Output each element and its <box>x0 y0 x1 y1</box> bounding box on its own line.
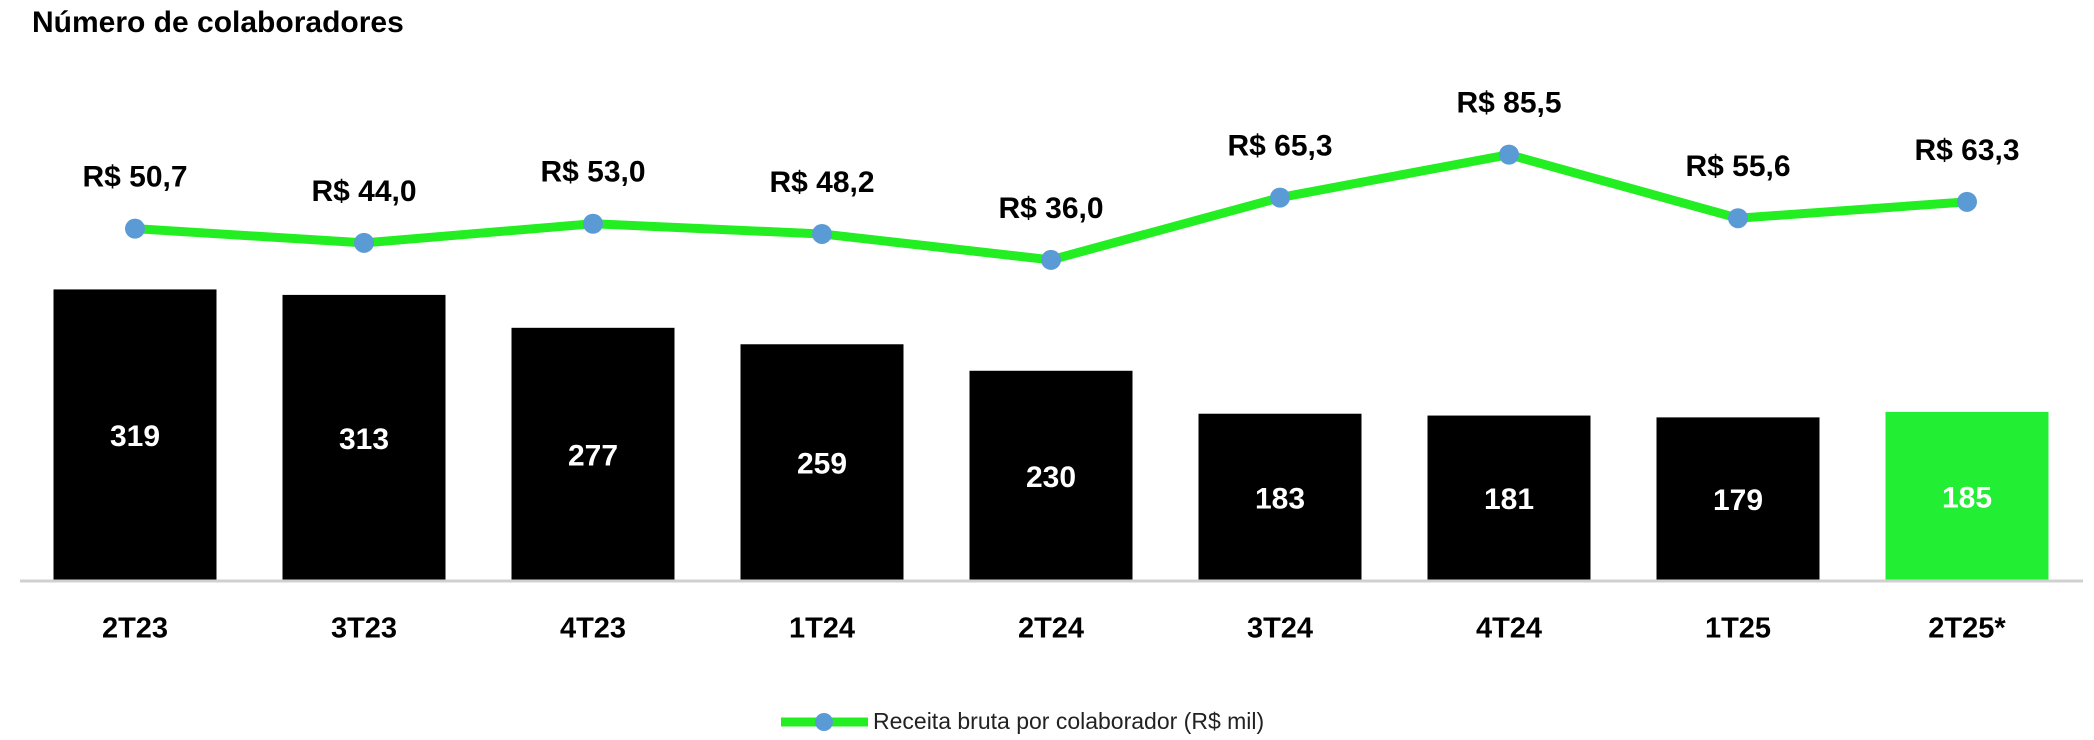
line-marker <box>125 218 145 239</box>
bar-label: 319 <box>110 420 160 453</box>
legend-label: Receita bruta por colaborador (R$ mil) <box>873 708 1264 734</box>
line-label: R$ 48,2 <box>769 166 874 199</box>
x-tick-label: 2T25* <box>1928 613 2006 645</box>
line-label: R$ 85,5 <box>1456 87 1561 120</box>
x-tick-label: 1T25 <box>1705 613 1771 645</box>
line-label: R$ 55,6 <box>1685 150 1790 183</box>
line-label: R$ 44,0 <box>311 175 416 208</box>
line-marker <box>583 213 603 234</box>
x-tick-label: 4T23 <box>560 613 626 645</box>
bar <box>53 289 217 581</box>
bar-label: 313 <box>339 423 389 456</box>
line-label: R$ 63,3 <box>1914 134 2019 167</box>
line-marker <box>1499 144 1519 165</box>
bar <box>1885 411 2049 581</box>
x-tick-label: 3T23 <box>331 613 397 645</box>
line-marker <box>1270 187 1290 208</box>
x-tick-label: 1T24 <box>789 613 855 645</box>
bar-label: 181 <box>1484 483 1534 516</box>
bar <box>740 344 904 581</box>
legend-marker <box>815 713 833 731</box>
line-marker <box>812 223 832 244</box>
bar-label: 179 <box>1713 484 1763 517</box>
line-marker <box>1957 191 1977 212</box>
bar-label: 277 <box>568 439 618 472</box>
x-tick-label: 4T24 <box>1476 613 1542 645</box>
bar <box>1427 415 1591 581</box>
line-label: R$ 36,0 <box>998 192 1103 225</box>
bar-label: 183 <box>1255 482 1305 515</box>
bar-label: 185 <box>1942 481 1992 514</box>
line-label: R$ 53,0 <box>540 156 645 189</box>
line-label: R$ 65,3 <box>1227 130 1332 163</box>
bar <box>282 294 446 581</box>
bar <box>1198 413 1362 581</box>
line-marker <box>1728 208 1748 229</box>
line-marker <box>1041 249 1061 270</box>
bar <box>1656 417 1820 581</box>
bar-label: 230 <box>1026 461 1076 494</box>
x-tick-label: 2T23 <box>102 613 168 645</box>
x-tick-label: 3T24 <box>1247 613 1313 645</box>
bar-label: 259 <box>797 448 847 481</box>
line-label: R$ 50,7 <box>82 161 187 194</box>
bar <box>511 327 675 581</box>
x-tick-label: 2T24 <box>1018 613 1084 645</box>
chart-title: Número de colaboradores <box>32 6 404 39</box>
bar <box>969 370 1133 581</box>
line-marker <box>354 232 374 253</box>
